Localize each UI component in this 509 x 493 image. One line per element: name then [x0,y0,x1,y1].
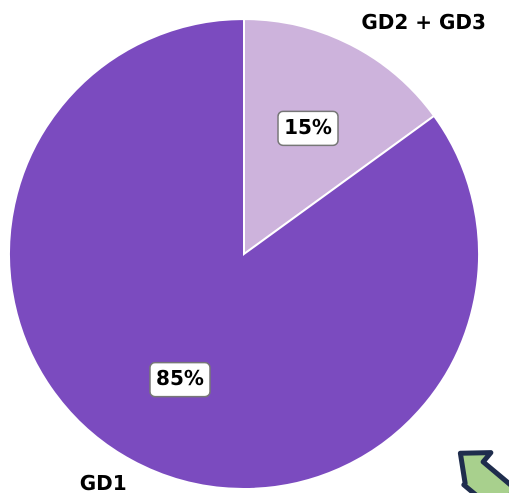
value-label-box [149,361,211,398]
pie-slice [243,17,436,256]
value-label-box [277,110,339,147]
value-label-text: 15% [284,115,332,139]
value-label: 15% [277,110,339,147]
category-label: GD1 [80,471,127,493]
cursor-arrow [457,450,509,493]
value-label: 85% [149,361,211,398]
category-label: GD2 + GD3 [361,10,486,34]
pie-slice [8,17,480,490]
value-label-text: 85% [156,366,204,390]
